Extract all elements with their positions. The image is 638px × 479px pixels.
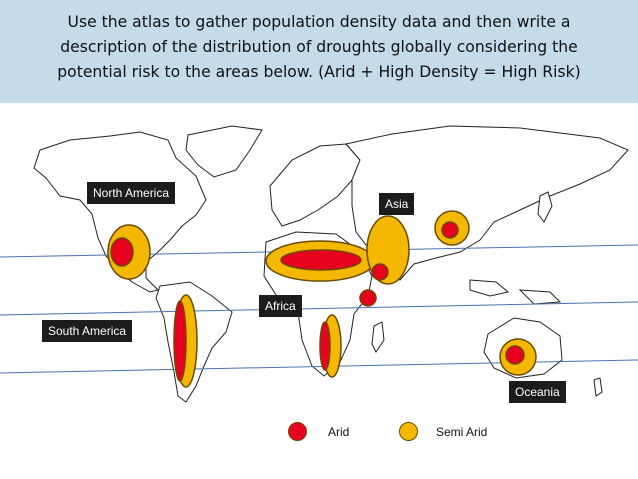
horn-of-africa-arid-zone <box>359 289 377 307</box>
north-america-arid-zone <box>110 237 134 267</box>
label-africa: Africa <box>259 295 302 317</box>
instruction-line-3: potential risk to the areas below. (Arid… <box>57 63 581 81</box>
north-america-outline <box>33 131 207 293</box>
new-zealand-outline <box>593 377 603 397</box>
greenland-outline <box>185 125 263 178</box>
drought-zones <box>107 210 537 388</box>
south-america-arid-zone <box>173 300 187 382</box>
madagascar-outline <box>371 321 385 353</box>
label-south-america: South America <box>42 320 133 342</box>
instruction-header: Use the atlas to gather population densi… <box>0 0 638 103</box>
label-oceania: Oceania <box>509 381 566 403</box>
instruction-line-2: description of the distribution of droug… <box>60 38 578 56</box>
middle-east-arid-zone <box>371 263 389 281</box>
europe-outline <box>269 143 361 227</box>
instruction-line-1: Use the atlas to gather population densi… <box>67 13 571 31</box>
africa-south-arid-zone <box>319 321 331 371</box>
asia-outline <box>345 125 629 281</box>
japan-outline <box>537 191 553 223</box>
label-north-america: North America <box>87 182 176 204</box>
latitude-line-equator <box>0 301 638 316</box>
world-map <box>0 125 638 403</box>
legend-arid-swatch <box>288 422 307 441</box>
se-asia-islands-outline <box>469 279 510 297</box>
label-asia: Asia <box>379 193 415 215</box>
oceania-arid-zone <box>505 345 525 365</box>
legend-arid-label: Arid <box>328 425 350 439</box>
new-guinea-outline <box>518 289 562 305</box>
instruction-text: Use the atlas to gather population densi… <box>8 10 630 85</box>
legend-semi-arid-swatch <box>399 422 418 441</box>
legend-semi-arid-label: Semi Arid <box>436 425 488 439</box>
central-asia-arid-zone <box>441 221 459 239</box>
africa-north-arid-zone <box>280 249 362 271</box>
